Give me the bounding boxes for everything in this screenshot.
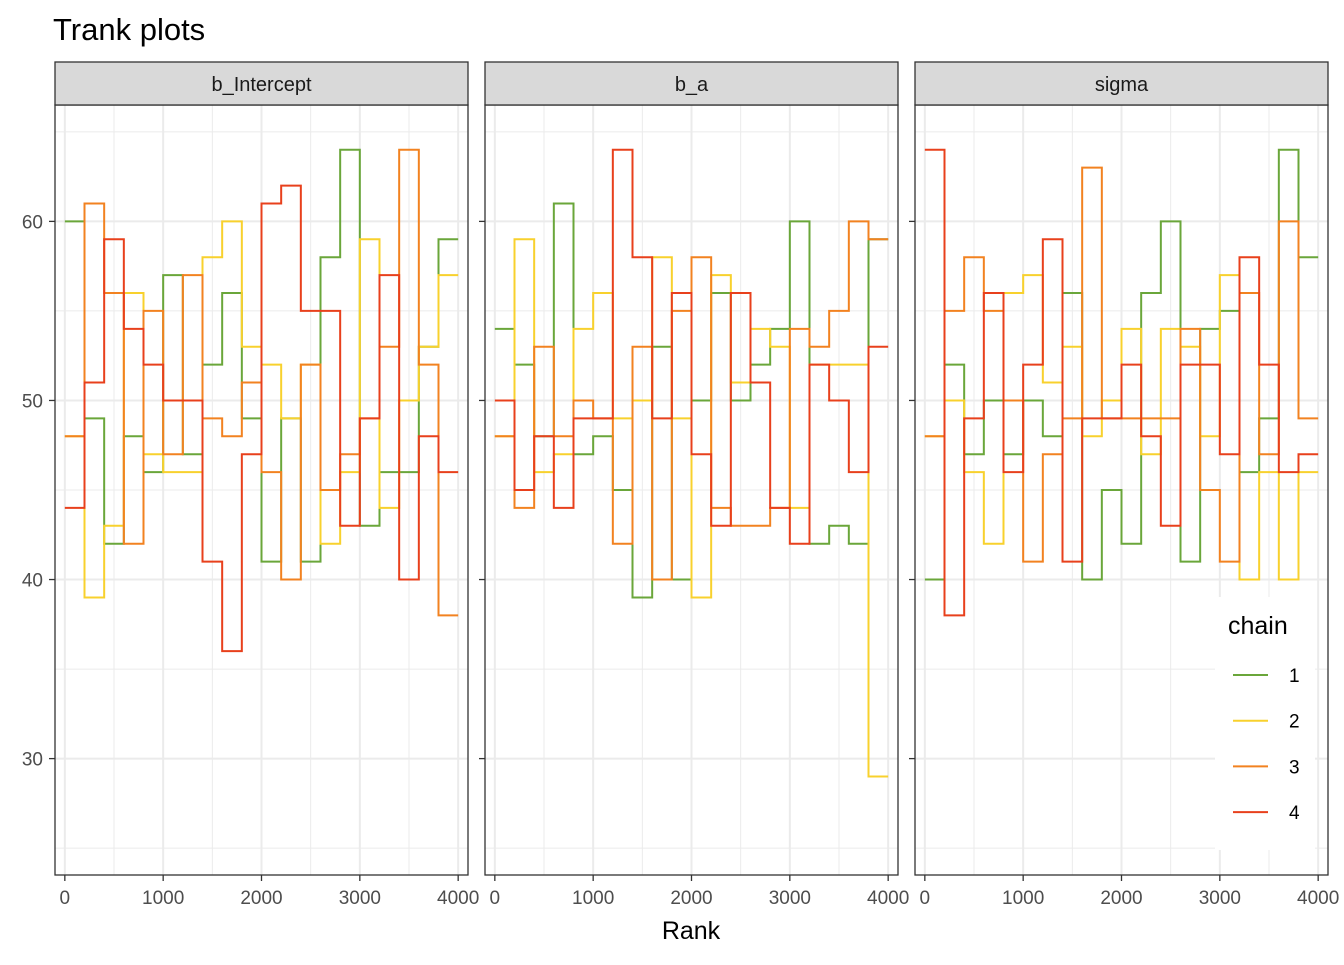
legend-background <box>1215 597 1315 850</box>
series-line-chain-4 <box>64 184 459 653</box>
facet-label: b_Intercept <box>211 74 312 96</box>
x-tick-label: 4000 <box>867 888 909 909</box>
facet-strip <box>914 61 1329 106</box>
x-tick-label: 3000 <box>769 888 811 909</box>
legend-label-chain-4: 4 <box>1289 803 1300 824</box>
facet-label: sigma <box>1095 74 1149 96</box>
x-tick-label: 4000 <box>1297 888 1339 909</box>
y-tick-label: 40 <box>22 571 43 592</box>
x-tick-label: 0 <box>490 888 501 909</box>
x-tick-label: 3000 <box>339 888 381 909</box>
major-grid <box>55 105 468 875</box>
y-tick-label: 60 <box>22 212 43 233</box>
legend: chain 1 2 3 4 <box>1215 597 1315 850</box>
series-line-chain-4 <box>494 148 889 545</box>
x-tick-label: 2000 <box>1100 888 1142 909</box>
series-line-chain-1 <box>924 148 1319 581</box>
legend-label-chain-1: 1 <box>1289 666 1300 687</box>
x-tick-label: 0 <box>60 888 71 909</box>
facet-strip <box>54 61 469 106</box>
legend-label-chain-2: 2 <box>1289 712 1300 733</box>
facet-strip <box>484 61 899 106</box>
y-tick-label: 50 <box>22 391 43 412</box>
chart-title: Trank plots <box>53 12 205 47</box>
panel-b_Intercept: b_Intercept 0 1000 2000 3000 4000 30 40 50 60 <box>22 61 479 909</box>
facet-label: b_a <box>675 74 709 96</box>
series-line-chain-2 <box>494 238 889 778</box>
panel-b_a: b_a 0 1000 2000 3000 4000 <box>479 61 909 909</box>
x-tick-label: 4000 <box>437 888 479 909</box>
x-tick-label: 2000 <box>240 888 282 909</box>
x-axis-label: Rank <box>662 917 721 945</box>
x-tick-label: 1000 <box>142 888 184 909</box>
x-tick-label: 2000 <box>670 888 712 909</box>
series-line-chain-4 <box>924 148 1319 617</box>
x-tick-label: 3000 <box>1199 888 1241 909</box>
legend-title: chain <box>1228 612 1288 640</box>
x-tick-label: 1000 <box>572 888 614 909</box>
legend-label-chain-3: 3 <box>1289 757 1300 778</box>
x-tick-label: 0 <box>920 888 931 909</box>
y-tick-label: 30 <box>22 750 43 771</box>
x-tick-label: 1000 <box>1002 888 1044 909</box>
